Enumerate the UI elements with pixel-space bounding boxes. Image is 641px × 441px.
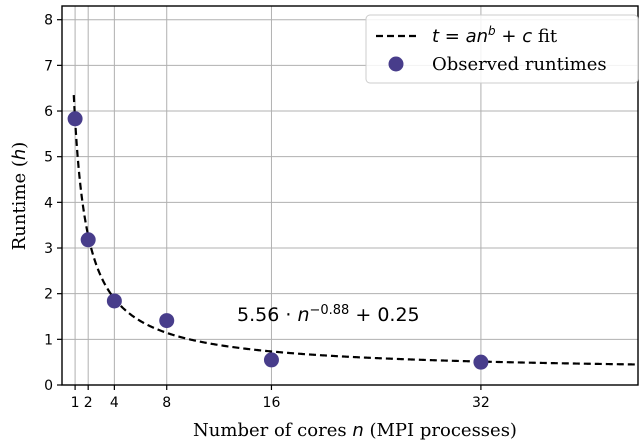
legend-box: [365, 14, 639, 84]
y-axis-ticks: 0 1 2 3 4 5 6 7 8: [44, 13, 62, 394]
fit-annotation: 5.56 · n−0.88 + 0.25: [237, 303, 420, 327]
plot-frame: [61, 5, 639, 386]
legend-points-swatch: [388, 56, 404, 72]
y-axis-label: Runtime (h): [9, 142, 30, 251]
y-tick-label: 0: [44, 378, 53, 394]
x-tick-label: 32: [472, 395, 490, 411]
x-tick-label: 8: [162, 395, 171, 411]
y-tick-label: 5: [44, 150, 53, 166]
x-axis-ticks: 1 2 4 8 16 32: [71, 385, 490, 411]
observed-point: [159, 313, 175, 329]
x-tick-label: 16: [263, 395, 281, 411]
observed-point: [106, 293, 122, 309]
axes: [61, 5, 639, 386]
y-tick-label: 8: [44, 13, 53, 29]
y-tick-label: 6: [44, 104, 53, 120]
fit-curve: [72, 94, 638, 366]
legend-fit-label: t = anb + c fit: [432, 24, 558, 47]
legend: t = anb + c fit Observed runtimes: [365, 14, 639, 84]
y-tick-label: 7: [44, 58, 53, 74]
y-tick-label: 3: [44, 241, 53, 257]
observed-point: [263, 352, 279, 368]
fit-curve-group: [72, 94, 638, 366]
y-tick-label: 1: [44, 332, 53, 348]
x-tick-label: 1: [71, 395, 80, 411]
legend-points-label: Observed runtimes: [432, 54, 607, 75]
y-tick-label: 2: [44, 287, 53, 303]
observed-point: [80, 232, 96, 248]
x-axis-label: Number of cores n (MPI processes): [193, 420, 517, 441]
observed-point: [67, 111, 83, 127]
x-tick-label: 2: [84, 395, 93, 411]
observed-points: [67, 111, 489, 370]
observed-point: [473, 354, 489, 370]
y-tick-label: 4: [44, 195, 53, 211]
x-tick-label: 4: [110, 395, 119, 411]
